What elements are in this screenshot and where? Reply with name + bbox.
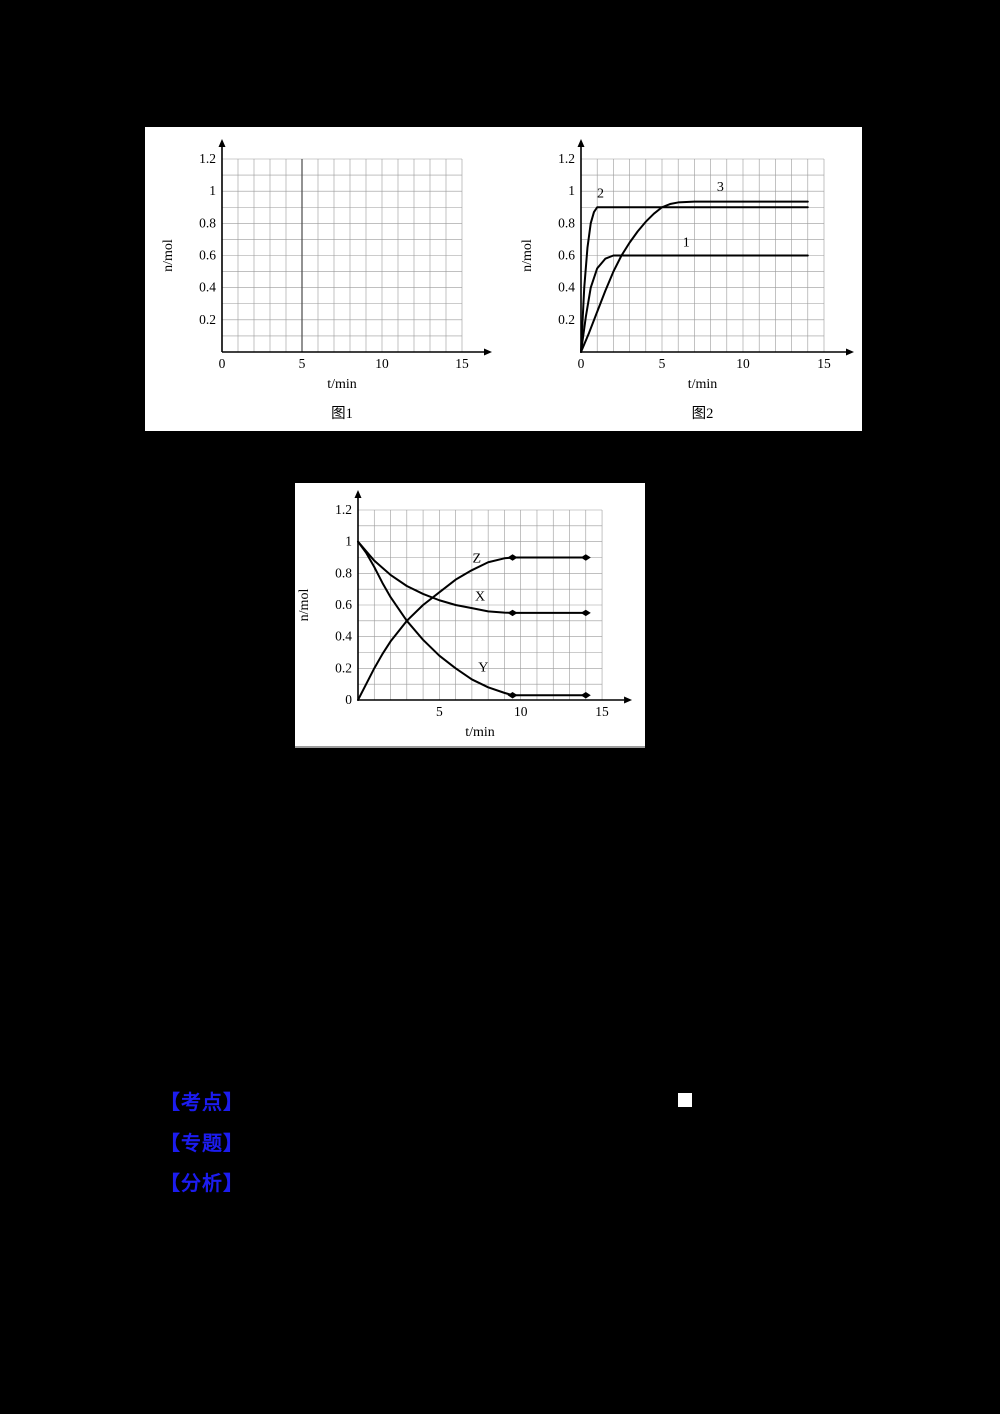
svg-text:t/min: t/min — [688, 377, 718, 392]
svg-text:0.6: 0.6 — [558, 248, 575, 263]
svg-text:n/mol: n/mol — [297, 589, 312, 622]
svg-text:0: 0 — [219, 356, 226, 371]
svg-text:10: 10 — [736, 356, 750, 371]
svg-text:15: 15 — [817, 356, 831, 371]
svg-text:t/min: t/min — [465, 725, 495, 740]
svg-text:0.4: 0.4 — [335, 629, 352, 644]
section-label-zhuanti: 【专题】 — [160, 1133, 244, 1155]
svg-text:1: 1 — [683, 236, 690, 251]
svg-text:10: 10 — [514, 704, 528, 719]
figure3-chart: 5 10 15 0 0.2 0.4 0.6 0.8 1 1.2 X Y Zt/min n/mol — [297, 490, 633, 740]
svg-text:n/mol: n/mol — [161, 239, 176, 272]
section-label-fenxi: 【分析】 — [160, 1173, 244, 1195]
svg-text:2: 2 — [597, 187, 604, 202]
svg-text:n/mol: n/mol — [520, 239, 535, 272]
svg-text:0.8: 0.8 — [558, 215, 575, 230]
svg-text:0.6: 0.6 — [335, 597, 352, 612]
svg-text:0.2: 0.2 — [335, 660, 352, 675]
svg-text:10: 10 — [375, 356, 389, 371]
svg-text:0: 0 — [578, 356, 585, 371]
svg-text:1.2: 1.2 — [558, 151, 575, 166]
svg-text:1.2: 1.2 — [335, 502, 352, 517]
svg-text:Z: Z — [472, 551, 481, 566]
svg-text:图1: 图1 — [331, 406, 353, 422]
svg-text:1: 1 — [345, 534, 352, 549]
svg-text:5: 5 — [659, 356, 666, 371]
svg-text:0.8: 0.8 — [335, 565, 352, 580]
figure-panel-top: 0 5 10 15 0.2 0.4 0.6 0.8 1 1.2 t/min n/mol 图1 0 5 10 1… — [145, 127, 862, 431]
placeholder-box — [678, 1093, 692, 1107]
svg-text:X: X — [475, 589, 485, 604]
svg-text:0.2: 0.2 — [199, 312, 216, 327]
svg-text:0.4: 0.4 — [199, 280, 216, 295]
svg-text:图2: 图2 — [692, 406, 714, 422]
svg-text:0.6: 0.6 — [199, 248, 216, 263]
svg-text:15: 15 — [455, 356, 469, 371]
svg-text:t/min: t/min — [327, 377, 357, 392]
svg-text:5: 5 — [299, 356, 306, 371]
svg-text:1.2: 1.2 — [199, 151, 216, 166]
figure2-chart: 0 5 10 15 0.2 0.4 0.6 0.8 1 1.2 2 3 1 t/min n/mol 图2 — [520, 139, 854, 422]
svg-text:0.4: 0.4 — [558, 280, 575, 295]
svg-text:0: 0 — [345, 692, 352, 707]
svg-text:3: 3 — [717, 180, 724, 195]
svg-text:0.8: 0.8 — [199, 215, 216, 230]
svg-text:15: 15 — [595, 704, 609, 719]
svg-text:5: 5 — [436, 704, 443, 719]
section-label-kaodian: 【考点】 — [160, 1092, 244, 1114]
svg-text:1: 1 — [209, 183, 216, 198]
figure1-chart: 0 5 10 15 0.2 0.4 0.6 0.8 1 1.2 t/min n/mol 图1 — [161, 139, 492, 422]
svg-text:1: 1 — [568, 183, 575, 198]
svg-text:Y: Y — [478, 661, 488, 676]
svg-text:0.2: 0.2 — [558, 312, 575, 327]
